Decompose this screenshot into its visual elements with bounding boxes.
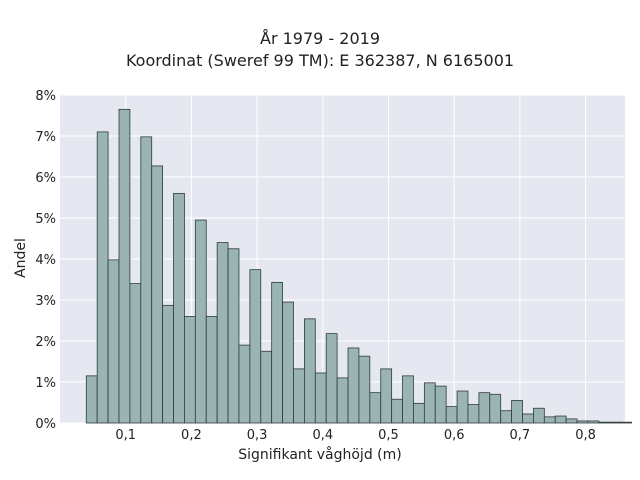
histogram-bar: [260, 350, 273, 424]
histogram-bar: [369, 392, 382, 424]
x-tick-label: 0,5: [378, 428, 399, 443]
histogram-bar: [118, 108, 131, 424]
y-tick-label: 8%: [35, 89, 56, 104]
x-tick-labels: 0,1 0,2 0,3 0,4 0,5 0,6 0,7 0,8: [115, 428, 596, 443]
chart-title-line-1: År 1979 - 2019: [260, 29, 380, 48]
y-tick-labels: 0% 1% 2% 3% 4% 5% 6% 7% 8%: [35, 89, 56, 432]
histogram-bar: [565, 418, 578, 424]
histogram-bar: [140, 136, 153, 424]
histogram-bar: [85, 375, 98, 424]
histogram-bar: [271, 281, 283, 424]
histogram-bar: [205, 315, 218, 424]
histogram-bar: [325, 333, 338, 424]
histogram-bar: [347, 347, 360, 424]
histogram-bar: [184, 315, 196, 424]
histogram-bar: [413, 402, 425, 424]
y-tick-label: 0%: [35, 417, 56, 432]
x-tick-label: 0,8: [575, 428, 596, 443]
x-tick-label: 0,7: [510, 428, 531, 443]
histogram-bar: [282, 301, 294, 424]
histogram-bar: [129, 283, 142, 424]
histogram-bar: [511, 400, 523, 424]
x-tick-label: 0,3: [247, 428, 268, 443]
y-tick-label: 1%: [35, 376, 56, 391]
histogram-bar: [402, 375, 414, 424]
histogram-bar: [380, 368, 393, 424]
y-tick-label: 5%: [35, 212, 56, 227]
histogram-bar: [467, 404, 480, 424]
y-tick-label: 7%: [35, 130, 56, 145]
histogram-bar: [107, 259, 120, 424]
histogram-bar: [194, 219, 207, 424]
histogram-bars: [85, 108, 632, 424]
x-tick-label: 0,4: [312, 428, 333, 443]
histogram-bar: [238, 344, 251, 424]
histogram-bar: [173, 192, 185, 424]
histogram-bar: [96, 131, 109, 424]
histogram-bar: [358, 355, 371, 424]
histogram-bar: [620, 421, 632, 424]
x-tick-label: 0,1: [115, 428, 136, 443]
y-tick-label: 3%: [35, 294, 56, 309]
histogram-bar: [434, 385, 447, 424]
histogram-bar: [314, 372, 327, 424]
y-tick-label: 4%: [35, 253, 56, 268]
x-tick-label: 0,6: [444, 428, 465, 443]
x-tick-label: 0,2: [181, 428, 202, 443]
histogram-bar: [554, 415, 567, 424]
y-tick-label: 6%: [35, 171, 56, 186]
histogram-bar: [391, 398, 403, 424]
histogram-bar: [609, 421, 622, 424]
y-tick-label: 2%: [35, 335, 56, 350]
y-axis-label: Andel: [13, 238, 29, 278]
x-axis-label: Signifikant våghöjd (m): [238, 447, 402, 463]
histogram-bar: [293, 368, 305, 424]
histogram-bar: [216, 242, 229, 424]
histogram-bar: [576, 420, 589, 424]
histogram-bar: [227, 248, 240, 424]
histogram-bar: [533, 407, 545, 424]
histogram-bar: [249, 269, 262, 424]
histogram-bar: [587, 420, 600, 424]
histogram-bar: [489, 393, 502, 424]
histogram-bar: [543, 416, 556, 424]
histogram-bar: [478, 392, 491, 424]
histogram-bar: [500, 410, 513, 424]
histogram-bar: [445, 406, 458, 424]
histogram-bar: [162, 304, 174, 424]
histogram-bar: [522, 413, 534, 424]
histogram-bar: [151, 165, 164, 424]
histogram-bar: [423, 382, 436, 424]
histogram-bar: [598, 421, 611, 424]
histogram-bar: [336, 377, 349, 424]
histogram-bar: [303, 318, 316, 424]
chart-title-line-2: Koordinat (Sweref 99 TM): E 362387, N 61…: [125, 51, 515, 70]
histogram-bar: [456, 390, 469, 424]
